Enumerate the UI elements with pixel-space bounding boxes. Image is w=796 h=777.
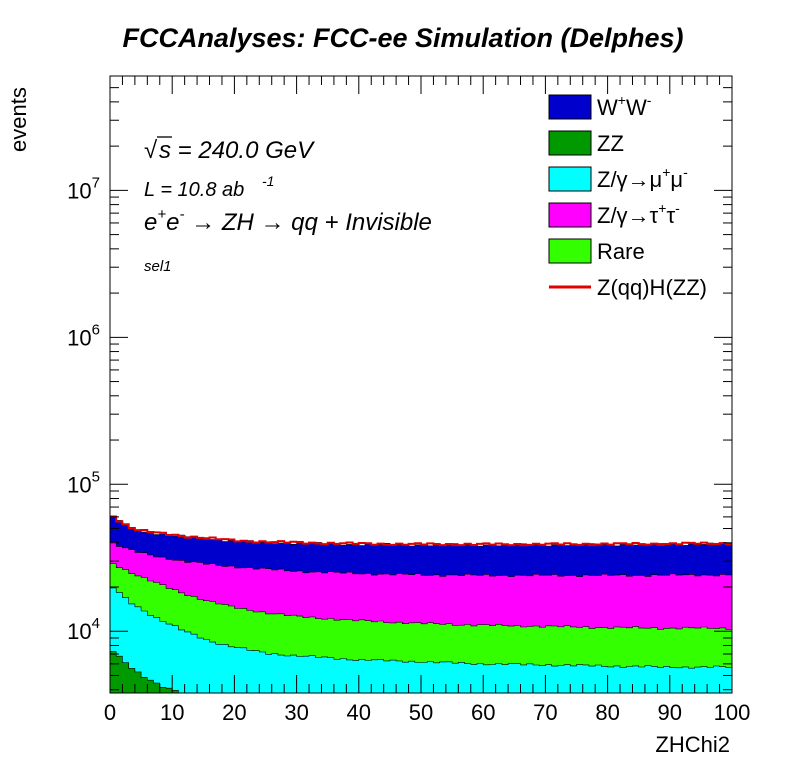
y-axis: 104 105 106 107 — [67, 75, 732, 691]
legend: W+W- ZZ Z/γ→μ+μ- Z/γ→τ+τ- Rare Z(qq)H(ZZ) — [548, 92, 707, 300]
y-tick-label: 104 — [67, 615, 100, 644]
x-tick-label: 10 — [160, 700, 184, 725]
process-electron: e — [144, 209, 157, 236]
annotation-lumi: L = 10.8 ab -1 — [144, 173, 274, 201]
legend-item-sig: Z(qq)H(ZZ) — [549, 275, 707, 300]
annotation-energy: √ s = 240.0 GeV — [144, 136, 315, 164]
x-tick-label: 100 — [714, 700, 751, 725]
legend-label: Rare — [597, 239, 645, 264]
legend-swatch — [548, 166, 592, 192]
signal-histogram — [110, 515, 732, 547]
stacked-histograms — [110, 515, 732, 693]
x-axis: 0 10 20 30 40 50 60 70 80 90 100 — [104, 76, 750, 725]
legend-swatch — [548, 238, 592, 264]
legend-swatch — [548, 202, 592, 228]
y-axis-label: events — [6, 87, 31, 152]
x-tick-label: 50 — [409, 700, 433, 725]
x-tick-label: 30 — [284, 700, 308, 725]
annotation-process: e+e- → ZH → qq + Invisible — [144, 206, 432, 236]
legend-item-mumu: Z/γ→μ+μ- — [548, 164, 688, 192]
x-tick-label: 70 — [533, 700, 557, 725]
legend-label: ZZ — [597, 131, 624, 156]
svg-text:e+e- → ZH → qq + Invisible: e+e- → ZH → qq + Invisible — [144, 206, 432, 236]
x-axis-label: ZHChi2 — [655, 732, 730, 757]
legend-item-rare: Rare — [548, 238, 645, 264]
sqrt-symbol: √ — [144, 137, 158, 164]
lumi-exponent: -1 — [262, 173, 274, 189]
x-tick-label: 60 — [471, 700, 495, 725]
x-tick-label: 90 — [658, 700, 682, 725]
x-tick-label: 20 — [222, 700, 246, 725]
legend-item-ww: W+W- — [548, 92, 652, 120]
x-tick-label: 0 — [104, 700, 116, 725]
legend-label: Z/γ→τ+τ- — [597, 200, 680, 228]
x-tick-label: 80 — [595, 700, 619, 725]
chart-title: FCCAnalyses: FCC-ee Simulation (Delphes) — [122, 23, 683, 53]
legend-label: W+W- — [597, 92, 652, 120]
series-z- — [110, 587, 732, 693]
legend-item-zz: ZZ — [548, 130, 624, 156]
energy-text: s = 240.0 GeV — [159, 137, 315, 164]
legend-item-tautau: Z/γ→τ+τ- — [548, 200, 680, 228]
legend-label: Z/γ→μ+μ- — [597, 164, 688, 192]
y-tick-label: 107 — [67, 174, 100, 203]
y-tick-label: 105 — [67, 468, 100, 497]
x-tick-label: 40 — [347, 700, 371, 725]
annotation-selection: sel1 — [144, 258, 172, 275]
lumi-text: L = 10.8 ab — [144, 179, 244, 201]
signal-line — [110, 515, 732, 547]
process-rhs: → ZH → qq + Invisible — [184, 209, 431, 236]
legend-swatch — [548, 130, 592, 156]
y-tick-label: 106 — [67, 321, 100, 350]
legend-swatch — [548, 94, 592, 120]
legend-label: Z(qq)H(ZZ) — [597, 275, 707, 300]
